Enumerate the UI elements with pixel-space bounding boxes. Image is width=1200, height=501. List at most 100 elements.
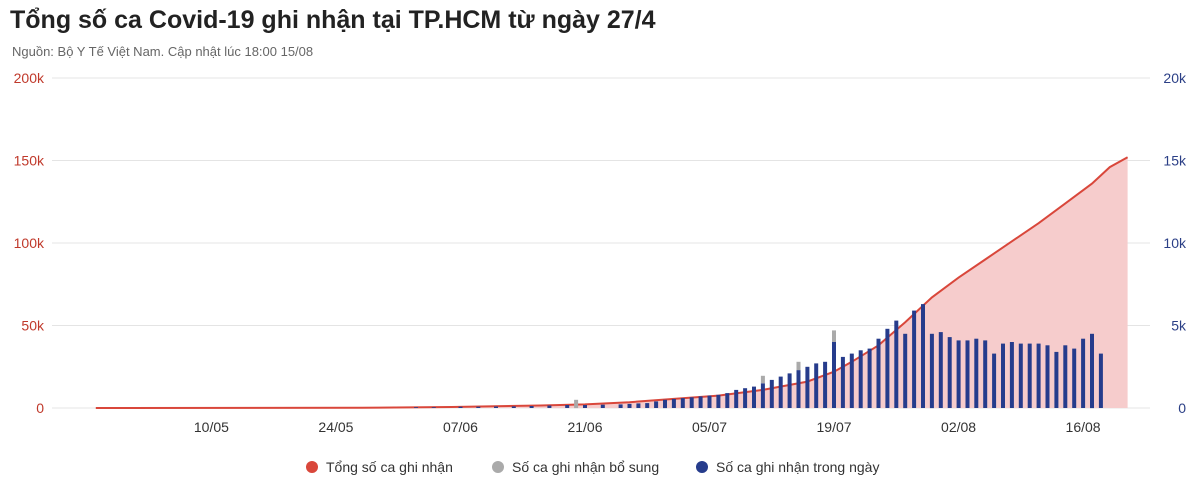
y-right-tick-label: 20k <box>1163 70 1187 86</box>
daily-case-bar <box>458 406 463 408</box>
legend-cumulative-label: Tổng số ca ghi nhận <box>326 459 453 475</box>
daily-case-bar <box>698 396 703 408</box>
daily-case-bar <box>618 404 623 408</box>
daily-case-bar <box>912 310 917 408</box>
daily-case-bar <box>529 406 534 408</box>
daily-case-bar <box>823 361 828 408</box>
x-tick-label: 07/06 <box>443 419 478 435</box>
daily-case-bar <box>876 338 881 408</box>
cumulative-area <box>95 156 1129 409</box>
daily-case-bar <box>725 393 730 408</box>
y-left-tick-label: 200k <box>14 70 45 86</box>
daily-case-bar <box>716 394 721 408</box>
daily-case-bar <box>1063 345 1068 408</box>
daily-case-bar <box>734 389 739 408</box>
daily-case-bar <box>796 370 801 408</box>
daily-case-bar <box>627 403 632 408</box>
daily-case-bar <box>760 383 765 409</box>
daily-case-bar <box>974 338 979 408</box>
daily-case-bar <box>654 401 659 408</box>
daily-case-bar <box>965 340 970 408</box>
x-tick-label: 16/08 <box>1066 419 1101 435</box>
supplementary-case-bar <box>760 375 765 384</box>
daily-case-bar <box>938 332 943 408</box>
daily-case-bar <box>1045 345 1050 408</box>
daily-case-bar <box>431 407 436 408</box>
x-tick-label: 21/06 <box>567 419 602 435</box>
legend-cumulative-marker <box>306 461 318 473</box>
daily-case-bar <box>769 379 774 408</box>
daily-case-bar <box>1081 338 1086 408</box>
daily-case-bar <box>1027 343 1032 408</box>
y-left-tick-label: 0 <box>36 400 44 416</box>
axis-labels: 0 0 50k 5k 100k 10k 150k 15k 200k 20k 10/05 24/05 07… <box>14 70 1187 435</box>
daily-case-bar <box>840 356 845 408</box>
daily-case-bar <box>858 350 863 409</box>
y-right-tick-label: 0 <box>1178 400 1186 416</box>
daily-case-bar <box>814 363 819 408</box>
legend-supplementary-label: Số ca ghi nhận bổ sung <box>512 459 659 475</box>
daily-case-bar <box>600 404 605 408</box>
daily-case-bar <box>671 398 676 408</box>
daily-case-bar <box>1098 353 1103 408</box>
y-right-tick-label: 5k <box>1171 318 1187 334</box>
cumulative-area-fill <box>95 157 1128 408</box>
daily-case-bar <box>1001 343 1005 408</box>
y-left-tick-label: 100k <box>14 235 45 251</box>
daily-case-bar <box>832 342 836 408</box>
x-tick-label: 10/05 <box>194 419 229 435</box>
daily-case-bar <box>1090 333 1094 409</box>
daily-case-bar <box>921 304 925 408</box>
daily-case-bar <box>778 376 783 408</box>
daily-case-bar <box>414 407 418 408</box>
supplementary-case-bar <box>796 361 801 371</box>
daily-case-bar <box>805 366 810 409</box>
daily-case-bar <box>929 333 934 409</box>
x-tick-label: 19/07 <box>817 419 852 435</box>
legend-daily-marker <box>696 461 708 473</box>
daily-case-bar <box>1072 348 1077 408</box>
daily-case-bar <box>680 398 685 408</box>
daily-case-bar <box>645 403 650 408</box>
daily-case-bar <box>1054 351 1059 408</box>
daily-case-bar <box>565 405 570 408</box>
daily-case-bar <box>583 405 587 408</box>
daily-case-bar <box>947 337 952 408</box>
supplementary-case-bar <box>574 399 579 409</box>
legend: Tổng số ca ghi nhận Số ca ghi nhận bổ sun… <box>306 459 879 475</box>
daily-case-bar <box>707 395 712 408</box>
daily-case-bar <box>511 406 516 408</box>
supplementary-case-bar <box>832 330 836 342</box>
daily-case-bar <box>903 333 908 409</box>
legend-daily-label: Số ca ghi nhận trong ngày <box>716 459 879 475</box>
chart-title: Tổng số ca Covid-19 ghi nhận tại TP.HCM … <box>10 6 656 34</box>
x-tick-label: 05/07 <box>692 419 727 435</box>
y-left-tick-label: 50k <box>21 318 45 334</box>
daily-case-bar <box>894 320 899 408</box>
y-right-tick-label: 15k <box>1163 153 1187 169</box>
chart-subtitle: Nguồn: Bộ Y Tế Việt Nam. Cập nhật lúc 18… <box>12 44 314 59</box>
daily-case-bar <box>983 340 988 408</box>
daily-case-bar <box>867 348 872 408</box>
bars-layer <box>414 304 1103 409</box>
daily-case-bar <box>992 353 997 408</box>
daily-case-bar <box>547 405 552 408</box>
y-left-tick-label: 150k <box>14 153 45 169</box>
daily-case-bar <box>1036 343 1041 408</box>
daily-case-bar <box>743 388 748 408</box>
daily-case-bar <box>663 399 667 409</box>
x-tick-label: 24/05 <box>318 419 353 435</box>
legend-supplementary-marker <box>492 461 504 473</box>
daily-case-bar <box>1018 343 1023 408</box>
daily-case-bar <box>636 403 641 408</box>
daily-case-bar <box>752 386 756 408</box>
daily-case-bar <box>494 406 498 408</box>
daily-case-bar <box>849 353 854 408</box>
daily-case-bar <box>476 406 481 408</box>
daily-case-bar <box>787 373 792 408</box>
daily-case-bar <box>956 340 961 408</box>
daily-case-bar <box>1009 342 1014 408</box>
daily-case-bar <box>689 397 694 408</box>
daily-case-bar <box>885 328 890 408</box>
